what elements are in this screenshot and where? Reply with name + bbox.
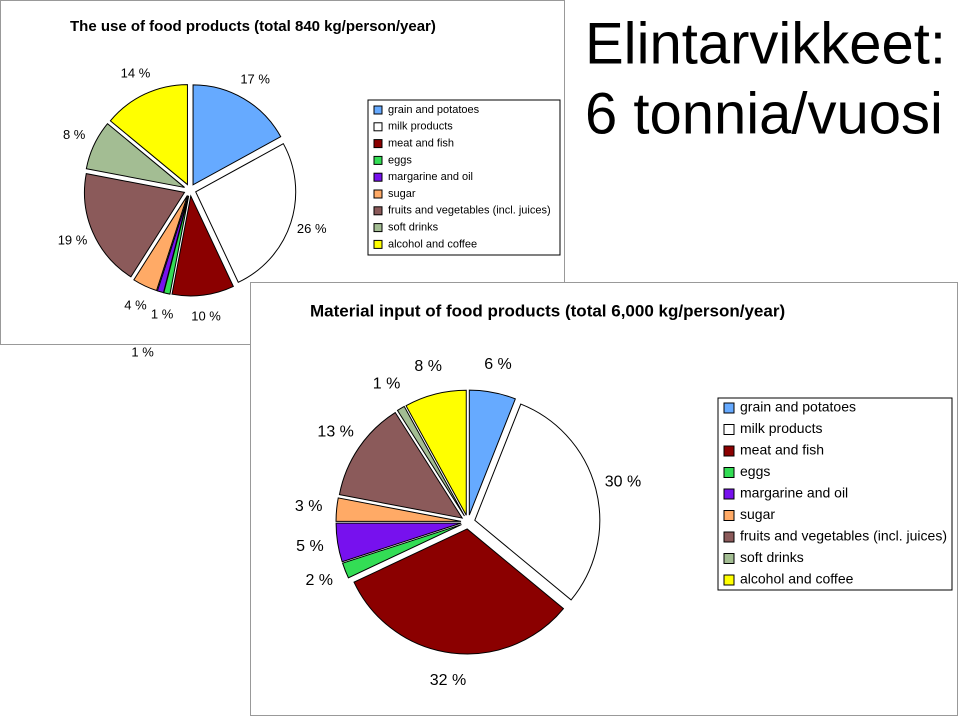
legend-swatch <box>723 467 735 478</box>
legend-label: margarine and oil <box>388 171 473 183</box>
legend-label: grain and potatoes <box>740 399 856 415</box>
legend-swatch <box>373 189 383 199</box>
slice-label: 3 % <box>295 498 323 515</box>
legend-swatch <box>373 105 383 115</box>
slice-label: 4 % <box>124 297 147 312</box>
slice-label: 14 % <box>121 66 151 81</box>
slice-label: 1 % <box>131 345 154 360</box>
pie-slice <box>405 389 467 516</box>
slice-label: 2 % <box>305 572 333 589</box>
slice-label: 8 % <box>414 358 442 375</box>
legend-label: soft drinks <box>740 549 804 565</box>
pie-slice <box>468 389 516 516</box>
legend-swatch <box>723 445 735 457</box>
legend-swatch <box>723 531 735 543</box>
legend-label: alcohol and coffee <box>388 238 477 250</box>
legend-label: grain and potatoes <box>388 104 480 116</box>
slice-label: 1 % <box>373 376 401 393</box>
legend-swatch <box>723 488 735 500</box>
legend-box <box>717 397 953 591</box>
pie-slice <box>396 405 465 517</box>
legend-label: milk products <box>740 420 822 436</box>
legend-label: eggs <box>740 463 770 479</box>
pie-slice <box>341 524 462 579</box>
slice-label: 19 % <box>58 232 88 247</box>
legend-label: soft drinks <box>388 222 439 234</box>
legend-swatch <box>373 155 383 165</box>
slice-label: 13 % <box>317 423 353 440</box>
slice-label: 5 % <box>296 538 324 555</box>
heading-line: 6 tonnia/vuosi <box>585 81 943 146</box>
pie-slice <box>109 84 188 186</box>
pie-slice <box>133 195 188 292</box>
legend-swatch <box>723 510 735 521</box>
heading-line: Elintarvikkeet: <box>585 11 946 76</box>
legend-label: margarine and oil <box>740 485 848 501</box>
legend-box <box>367 99 561 256</box>
legend-swatch <box>723 553 735 564</box>
chart-title: The use of food products (total 840 kg/p… <box>70 18 436 35</box>
pie-slice <box>335 497 462 522</box>
chart-title: Material input of food products (total 6… <box>310 301 785 320</box>
pie-slice <box>195 142 297 284</box>
legend-label: milk products <box>388 121 453 133</box>
legend-swatch <box>373 139 383 149</box>
legend-label: alcohol and coffee <box>740 571 854 587</box>
legend-label: sugar <box>740 506 775 522</box>
pie-slice <box>474 403 601 601</box>
pie-slice <box>353 528 565 655</box>
legend-label: meat and fish <box>740 442 824 458</box>
pie-slice <box>85 122 185 188</box>
slice-label: 10 % <box>191 308 221 323</box>
legend-swatch <box>373 239 383 249</box>
legend-label: sugar <box>388 188 416 200</box>
legend-swatch <box>723 424 735 435</box>
legend-label: fruits and vegetables (incl. juices) <box>740 528 947 544</box>
legend-swatch <box>723 402 735 414</box>
pie-slice <box>156 195 189 294</box>
legend-swatch <box>723 574 735 586</box>
legend-label: eggs <box>388 154 412 166</box>
pie-slice <box>335 522 462 563</box>
slice-label: 26 % <box>297 221 327 236</box>
legend-swatch <box>373 206 383 216</box>
slice-label: 6 % <box>484 356 512 373</box>
slice-label: 30 % <box>605 473 641 490</box>
legend-swatch <box>373 122 383 132</box>
pie-slice <box>192 84 282 186</box>
pie-slice <box>84 173 186 278</box>
legend-label: meat and fish <box>388 138 454 150</box>
legend-label: fruits and vegetables (incl. juices) <box>388 205 551 217</box>
slice-label: 32 % <box>430 672 466 689</box>
legend-swatch <box>373 172 383 182</box>
pie-slice <box>171 194 234 297</box>
slice-label: 1 % <box>151 306 174 321</box>
slice-label: 17 % <box>240 71 270 86</box>
slice-label: 8 % <box>63 127 86 142</box>
pie-slice <box>338 411 464 519</box>
legend-swatch <box>373 223 383 233</box>
